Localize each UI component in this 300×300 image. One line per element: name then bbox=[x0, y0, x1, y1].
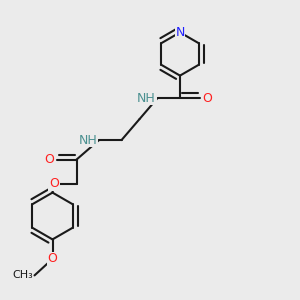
Text: N: N bbox=[175, 26, 185, 39]
Text: O: O bbox=[202, 92, 212, 105]
Text: NH: NH bbox=[79, 134, 98, 147]
Text: NH: NH bbox=[137, 92, 156, 105]
Text: CH₃: CH₃ bbox=[12, 270, 33, 280]
Text: O: O bbox=[49, 177, 59, 190]
Text: O: O bbox=[45, 153, 55, 166]
Text: O: O bbox=[48, 252, 57, 266]
